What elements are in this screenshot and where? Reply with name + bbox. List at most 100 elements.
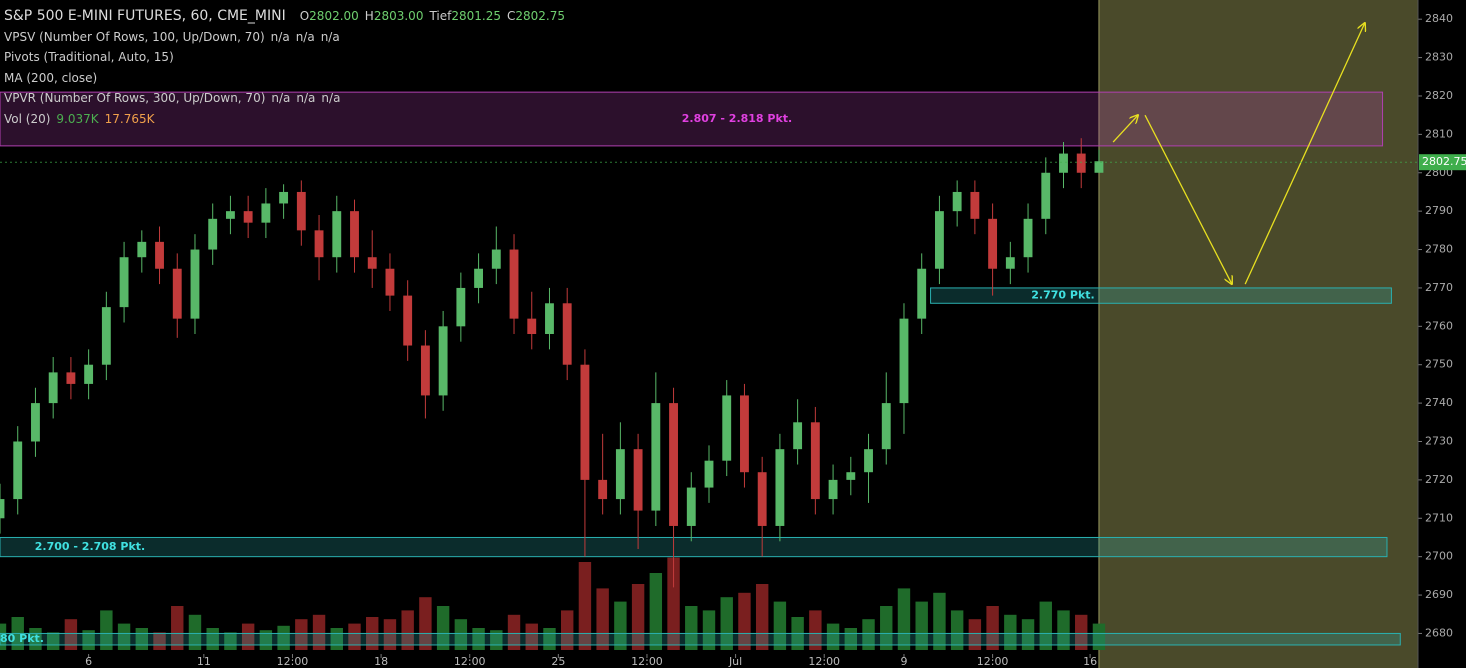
y-tick-label: 2720 [1425, 473, 1453, 486]
ohlc-value: 2802.75 [515, 9, 565, 23]
volume-bar [0, 623, 7, 650]
y-tick-label: 2750 [1425, 358, 1453, 371]
volume-bar [809, 610, 822, 650]
indicator-value: n/a [320, 29, 340, 44]
candle-body [633, 449, 643, 511]
ohlc-value: 2802.00 [309, 9, 359, 23]
y-tick-label: 2730 [1425, 434, 1453, 447]
y-tick-label: 2820 [1425, 89, 1453, 102]
x-tick-label: 9 [900, 655, 907, 668]
indicator-row: VPVR (Number Of Rows, 300, Up/Down, 70) n… [4, 88, 577, 109]
projection-arrow [1144, 114, 1232, 284]
ohlc-key: O [299, 9, 310, 23]
candle-body [1041, 172, 1051, 219]
volume-bar [436, 606, 450, 650]
volume-bar [312, 614, 326, 650]
candle-body [899, 318, 909, 404]
zone-label: 80 Pkt. [0, 632, 44, 645]
ohlc: O2802.00 H2803.00 Tief2801.25 C2802.75 [300, 9, 571, 23]
x-tick-label: 16 [1083, 655, 1097, 668]
volume-bar [46, 632, 60, 650]
candle-body [225, 211, 235, 219]
y-tick-label: 2760 [1425, 319, 1453, 332]
ohlc-value: 2801.25 [451, 9, 501, 23]
last-price-label: 2802.75 [1422, 155, 1466, 168]
candle-body [66, 372, 76, 384]
volume-bar [950, 610, 964, 650]
y-tick-label: 2770 [1425, 281, 1453, 294]
candle-body [332, 211, 342, 258]
indicator-value: n/a [270, 29, 290, 44]
projection-arrow [1244, 23, 1365, 285]
indicator-name: VPSV (Number Of Rows, 100, Up/Down, 70) [4, 29, 265, 44]
x-tick-label: 12:00 [277, 655, 309, 668]
ohlc-value: 2803.00 [373, 9, 424, 23]
candle-body [208, 218, 218, 250]
candle-body [988, 218, 998, 269]
candle-body [704, 460, 714, 488]
volume-bar [295, 619, 308, 650]
header: S&P 500 E-MINI FUTURES, 60, CME_MINI O280… [4, 6, 577, 129]
indicator-value: n/a [321, 91, 341, 105]
indicator-name: Pivots (Traditional, Auto, 15) [4, 50, 174, 64]
y-tick-label: 2700 [1425, 550, 1453, 563]
volume-bar [862, 619, 875, 650]
volume-bar [277, 625, 290, 650]
x-tick-label: 11 [197, 655, 211, 668]
volume-bar [986, 606, 999, 650]
y-tick-label: 2790 [1425, 204, 1453, 217]
volume-bar [507, 614, 521, 650]
volume-bar [241, 623, 255, 650]
candle-body [474, 268, 484, 288]
candle-body [137, 241, 147, 258]
volume-bar [560, 610, 574, 650]
y-tick-label: 2740 [1425, 396, 1453, 409]
candle-body [1076, 153, 1086, 173]
candle-body [1094, 161, 1104, 173]
candle-body [31, 403, 40, 442]
candle-body [403, 295, 413, 346]
ohlc-key: Tief [429, 9, 452, 23]
volume-bar [667, 557, 680, 650]
candle-body [385, 268, 395, 296]
volume-bar [64, 619, 78, 650]
volume-bar [720, 597, 733, 650]
candle-body [527, 318, 537, 334]
y-tick-label: 2680 [1425, 626, 1453, 639]
candle-body [350, 211, 359, 258]
candle-body [438, 326, 448, 396]
candle-body [598, 479, 608, 500]
volume-bar [525, 623, 538, 650]
y-tick-label: 2830 [1425, 51, 1453, 64]
volume-bar [419, 597, 432, 650]
zone [0, 91, 1384, 147]
volume-bar [224, 632, 237, 650]
candle-body [456, 287, 466, 327]
candle-body [669, 403, 678, 526]
volume-bar [100, 610, 113, 650]
indicator-value: n/a [271, 91, 291, 105]
indicators: VPSV (Number Of Rows, 100, Up/Down, 70) n… [4, 27, 577, 130]
candle-body [1059, 153, 1068, 173]
x-tick-label: 12:00 [631, 655, 663, 668]
volume-bar [383, 619, 397, 650]
volume-bar [401, 610, 414, 650]
candle-body [934, 211, 944, 269]
candle-body [420, 345, 430, 396]
candle-body [810, 422, 820, 500]
volume-bar [773, 601, 787, 650]
volume-bar [578, 562, 592, 650]
symbol-title: S&P 500 E-MINI FUTURES, 60, CME_MINI [4, 8, 286, 24]
indicator-row: Pivots (Traditional, Auto, 15) [4, 47, 577, 68]
candle-body [686, 487, 696, 526]
indicator-name: Vol (20) [4, 111, 51, 126]
candle-body [970, 191, 980, 219]
candle-body [296, 191, 306, 231]
zone [0, 536, 1388, 558]
x-tick-label: 12:00 [808, 655, 840, 668]
volume-bar [897, 588, 911, 650]
candle-body [101, 307, 111, 365]
volume-bar [880, 606, 893, 650]
